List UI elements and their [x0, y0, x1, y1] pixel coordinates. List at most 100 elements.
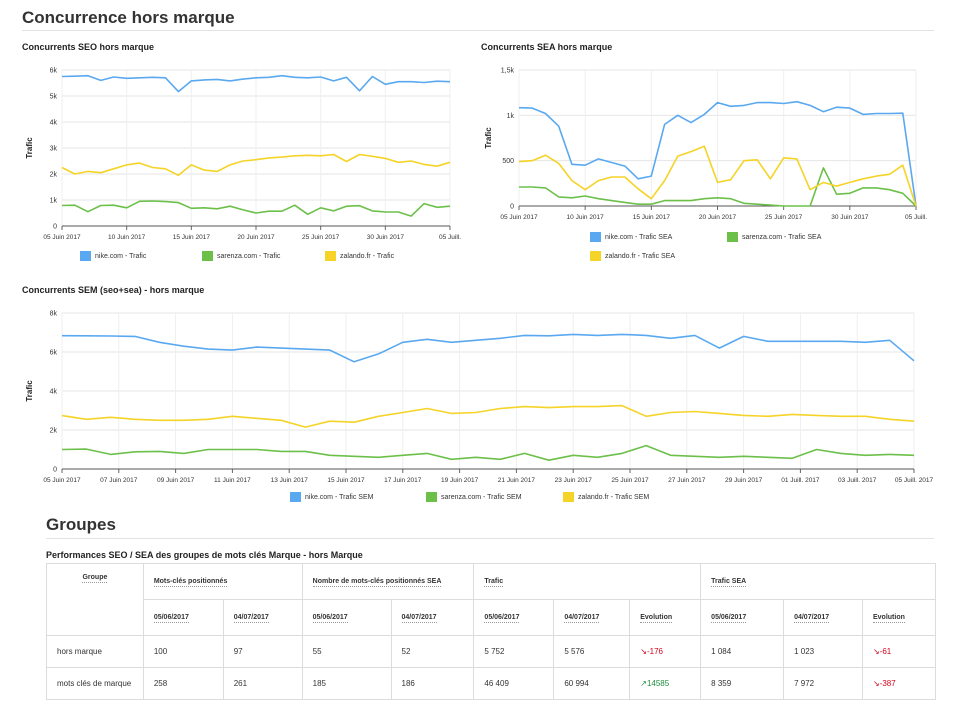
x-tick-label: 25 Juin 2017 — [765, 214, 803, 221]
cell-sea1: 8 359 — [700, 667, 785, 700]
arrow-down-icon: ↘ — [872, 647, 880, 656]
col-header-evolution[interactable]: Evolution — [861, 599, 937, 636]
col-header-mots[interactable]: Mots-clés positionnés — [142, 563, 303, 600]
sem-legend-sarenza[interactable]: sarenza.com - Trafic SEM — [426, 492, 522, 502]
x-tick-label: 15 Juin 2017 — [327, 477, 365, 484]
arrow-up-icon: ↗ — [640, 679, 647, 688]
x-tick-label: 03 Juill. 2017 — [838, 477, 877, 484]
col-header-groupe[interactable]: Groupe — [46, 563, 144, 636]
cell-trafic-evolution: ↗14585 — [629, 667, 702, 700]
cell-sea2: 7 972 — [783, 667, 863, 700]
cell-sea2: 1 023 — [783, 635, 863, 668]
cell-mots1: 258 — [142, 667, 224, 700]
col-header-date1[interactable]: 05/06/2017 — [473, 599, 555, 636]
x-tick-label: 25 Juin 2017 — [302, 234, 340, 241]
x-tick-label: 09 Juin 2017 — [157, 477, 195, 484]
series-line-sarenza — [61, 444, 915, 461]
cell-nb2: 52 — [390, 635, 475, 668]
y-tick-label: 0 — [53, 467, 57, 474]
seo-chart-title: Concurrents SEO hors marque — [22, 42, 155, 52]
x-tick-label: 05 Juin 2017 — [43, 477, 81, 484]
col-header-date1[interactable]: 05/06/2017 — [142, 599, 224, 636]
seo-legend-nike[interactable]: nike.com - Trafic — [80, 251, 146, 261]
x-tick-label: 20 Juin 2017 — [237, 234, 275, 241]
cell-sea-evolution: ↘-387 — [861, 667, 937, 700]
col-header-date2[interactable]: 04/07/2017 — [553, 599, 631, 636]
cell-mots2: 261 — [222, 667, 303, 700]
legend-label: zalando.fr - Trafic — [340, 252, 395, 260]
col-header-trafic[interactable]: Trafic — [473, 563, 702, 600]
arrow-down-icon: ↘ — [872, 679, 880, 688]
seo-chart: Trafic 0 1k 2k 3k 4k 5k 6k 05 Juin 2017 10 Juin 2… — [25, 68, 461, 242]
col-header-nombre[interactable]: Nombre de mots-clés positionnés SEA — [301, 563, 475, 600]
cell-trafic1: 46 409 — [473, 667, 555, 700]
cell-nb2: 186 — [390, 667, 475, 700]
y-tick-label: 0 — [510, 204, 514, 211]
legend-swatch — [590, 232, 601, 242]
cell-groupe: mots clés de marque — [46, 667, 144, 700]
y-tick-label: 6k — [50, 68, 58, 75]
legend-label: sarenza.com - Trafic — [217, 252, 281, 260]
x-tick-label: 01 Juill. 2017 — [781, 477, 820, 484]
sea-legend-zalando[interactable]: zalando.fr - Trafic SEA — [590, 251, 675, 261]
sem-legend-zalando[interactable]: zalando.fr - Trafic SEM — [563, 492, 649, 502]
series-line-zalando — [61, 404, 915, 428]
sem-chart-title: Concurrents SEM (seo+sea) - hors marque — [22, 285, 205, 295]
legend-swatch — [426, 492, 437, 502]
cell-trafic1: 5 752 — [473, 635, 555, 668]
cell-groupe: hors marque — [46, 635, 144, 668]
sea-legend-sarenza[interactable]: sarenza.com - Trafic SEA — [727, 232, 821, 242]
col-header-trafic-sea[interactable]: Trafic SEA — [700, 563, 936, 600]
y-tick-label: 2k — [50, 172, 58, 179]
table-row: hors marque 100 97 55 52 5 752 5 576 ↘-1… — [46, 635, 937, 668]
seo-legend-sarenza[interactable]: sarenza.com - Trafic — [202, 251, 280, 261]
evolution-value: -387 — [879, 679, 896, 688]
x-tick-label: 30 Juin 2017 — [831, 214, 869, 221]
legend-label: zalando.fr - Trafic SEA — [605, 252, 676, 260]
col-header-evolution[interactable]: Evolution — [629, 599, 702, 636]
sem-legend-nike[interactable]: nike.com - Trafic SEM — [290, 492, 373, 502]
sea-chart: Trafic 0 500 1k 1,5k 05 Juin 2017 10 Juin 2017… — [484, 68, 927, 222]
cell-trafic-evolution: ↘-176 — [629, 635, 702, 668]
series-line-zalando — [518, 145, 917, 207]
col-header-date2[interactable]: 04/07/2017 — [390, 599, 475, 636]
groupes-title: Groupes — [46, 515, 116, 534]
sea-chart-title: Concurrents SEA hors marque — [481, 42, 613, 52]
seo-legend-zalando[interactable]: zalando.fr - Trafic — [325, 251, 394, 261]
cell-sea1: 1 084 — [700, 635, 785, 668]
performance-table: Groupe Mots-clés positionnés Nombre de m… — [46, 563, 937, 700]
y-tick-label: 1k — [50, 198, 58, 205]
x-tick-label: 25 Juin 2017 — [611, 477, 649, 484]
y-tick-label: 1k — [507, 113, 515, 120]
y-tick-label: 5k — [50, 94, 58, 101]
cell-nb1: 55 — [301, 635, 392, 668]
x-tick-label: 30 Juin 2017 — [367, 234, 405, 241]
y-tick-label: 4k — [50, 120, 58, 127]
x-tick-label: 15 Juin 2017 — [633, 214, 671, 221]
x-tick-label: 20 Juin 2017 — [699, 214, 737, 221]
col-header-date2[interactable]: 04/07/2017 — [222, 599, 303, 636]
col-header-date1[interactable]: 05/06/2017 — [301, 599, 392, 636]
col-header-date1[interactable]: 05/06/2017 — [700, 599, 785, 636]
x-tick-label: 21 Juin 2017 — [498, 477, 536, 484]
col-header-date2[interactable]: 04/07/2017 — [783, 599, 863, 636]
evolution-value: -61 — [879, 647, 892, 656]
sea-legend-nike[interactable]: nike.com - Trafic SEA — [590, 232, 672, 242]
legend-swatch — [563, 492, 574, 502]
y-axis-label: Trafic — [25, 137, 34, 159]
y-tick-label: 4k — [50, 389, 58, 396]
legend-label: nike.com - Trafic SEM — [305, 493, 374, 501]
legend-label: nike.com - Trafic SEA — [605, 233, 673, 241]
y-tick-label: 6k — [50, 350, 58, 357]
x-tick-label: 27 Juin 2017 — [668, 477, 706, 484]
series-line-nike — [518, 100, 917, 207]
series-line-sarenza — [519, 167, 917, 207]
cell-mots1: 100 — [142, 635, 224, 668]
cell-nb1: 185 — [301, 667, 392, 700]
x-tick-label: 13 Juin 2017 — [271, 477, 309, 484]
x-tick-label: 23 Juin 2017 — [555, 477, 593, 484]
y-tick-label: 1,5k — [501, 68, 515, 75]
legend-swatch — [202, 251, 213, 261]
x-tick-label: 10 Juin 2017 — [108, 234, 146, 241]
table-row: mots clés de marque 258 261 185 186 46 4… — [46, 667, 937, 700]
